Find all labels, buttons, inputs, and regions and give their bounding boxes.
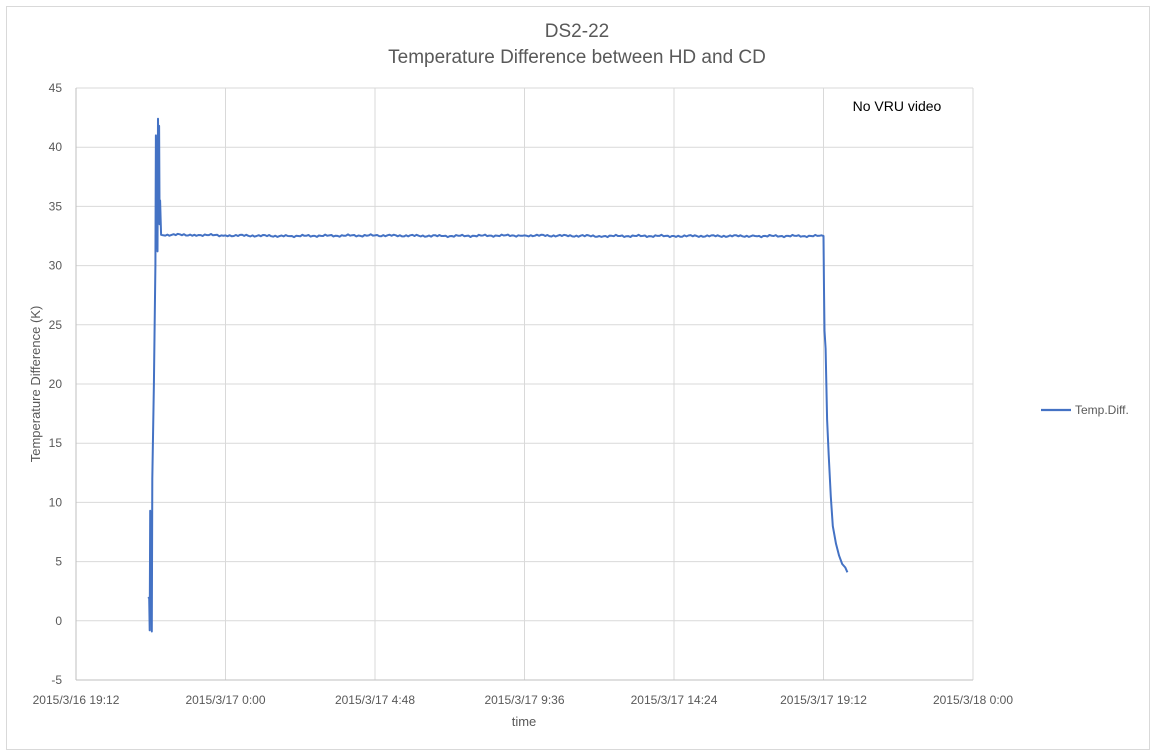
series-layer <box>147 117 849 633</box>
series-line-temp-diff <box>147 117 849 633</box>
y-tick-label: 0 <box>55 614 62 628</box>
x-tick-label: 2015/3/17 4:48 <box>335 693 415 707</box>
y-tick-label: -5 <box>51 673 62 687</box>
chart-subtitle: Temperature Difference between HD and CD <box>388 47 766 68</box>
y-tick-label: 35 <box>49 199 63 213</box>
axes: -5 0 5 10 15 20 25 30 35 40 45 2015/3/16 19:12 2015/… <box>33 81 1014 707</box>
chart-area <box>6 6 1150 750</box>
y-tick-label: 20 <box>49 377 63 391</box>
gridlines <box>75 87 974 681</box>
x-tick-label: 2015/3/17 19:12 <box>780 693 867 707</box>
x-tick-label: 2015/3/17 14:24 <box>631 693 718 707</box>
x-tick-label: 2015/3/18 0:00 <box>933 693 1013 707</box>
legend: Temp.Diff. <box>1041 403 1129 417</box>
x-tick-label: 2015/3/17 0:00 <box>185 693 265 707</box>
annotation-no-vru-video: No VRU video <box>853 98 942 114</box>
y-tick-label: 40 <box>49 140 63 154</box>
y-axis-title: Temperature Difference (K) <box>28 306 43 463</box>
y-tick-label: 5 <box>55 555 62 569</box>
y-tick-label: 25 <box>49 318 63 332</box>
y-tick-label: 15 <box>49 436 63 450</box>
y-tick-label: 45 <box>49 81 63 95</box>
y-tick-label: 10 <box>49 495 63 509</box>
x-tick-label: 2015/3/17 9:36 <box>484 693 564 707</box>
y-tick-label: 30 <box>49 259 63 273</box>
x-axis-title: time <box>512 714 537 729</box>
x-tick-label: 2015/3/16 19:12 <box>33 693 120 707</box>
legend-label-temp-diff: Temp.Diff. <box>1075 403 1129 417</box>
chart-title: DS2-22 <box>545 21 609 42</box>
